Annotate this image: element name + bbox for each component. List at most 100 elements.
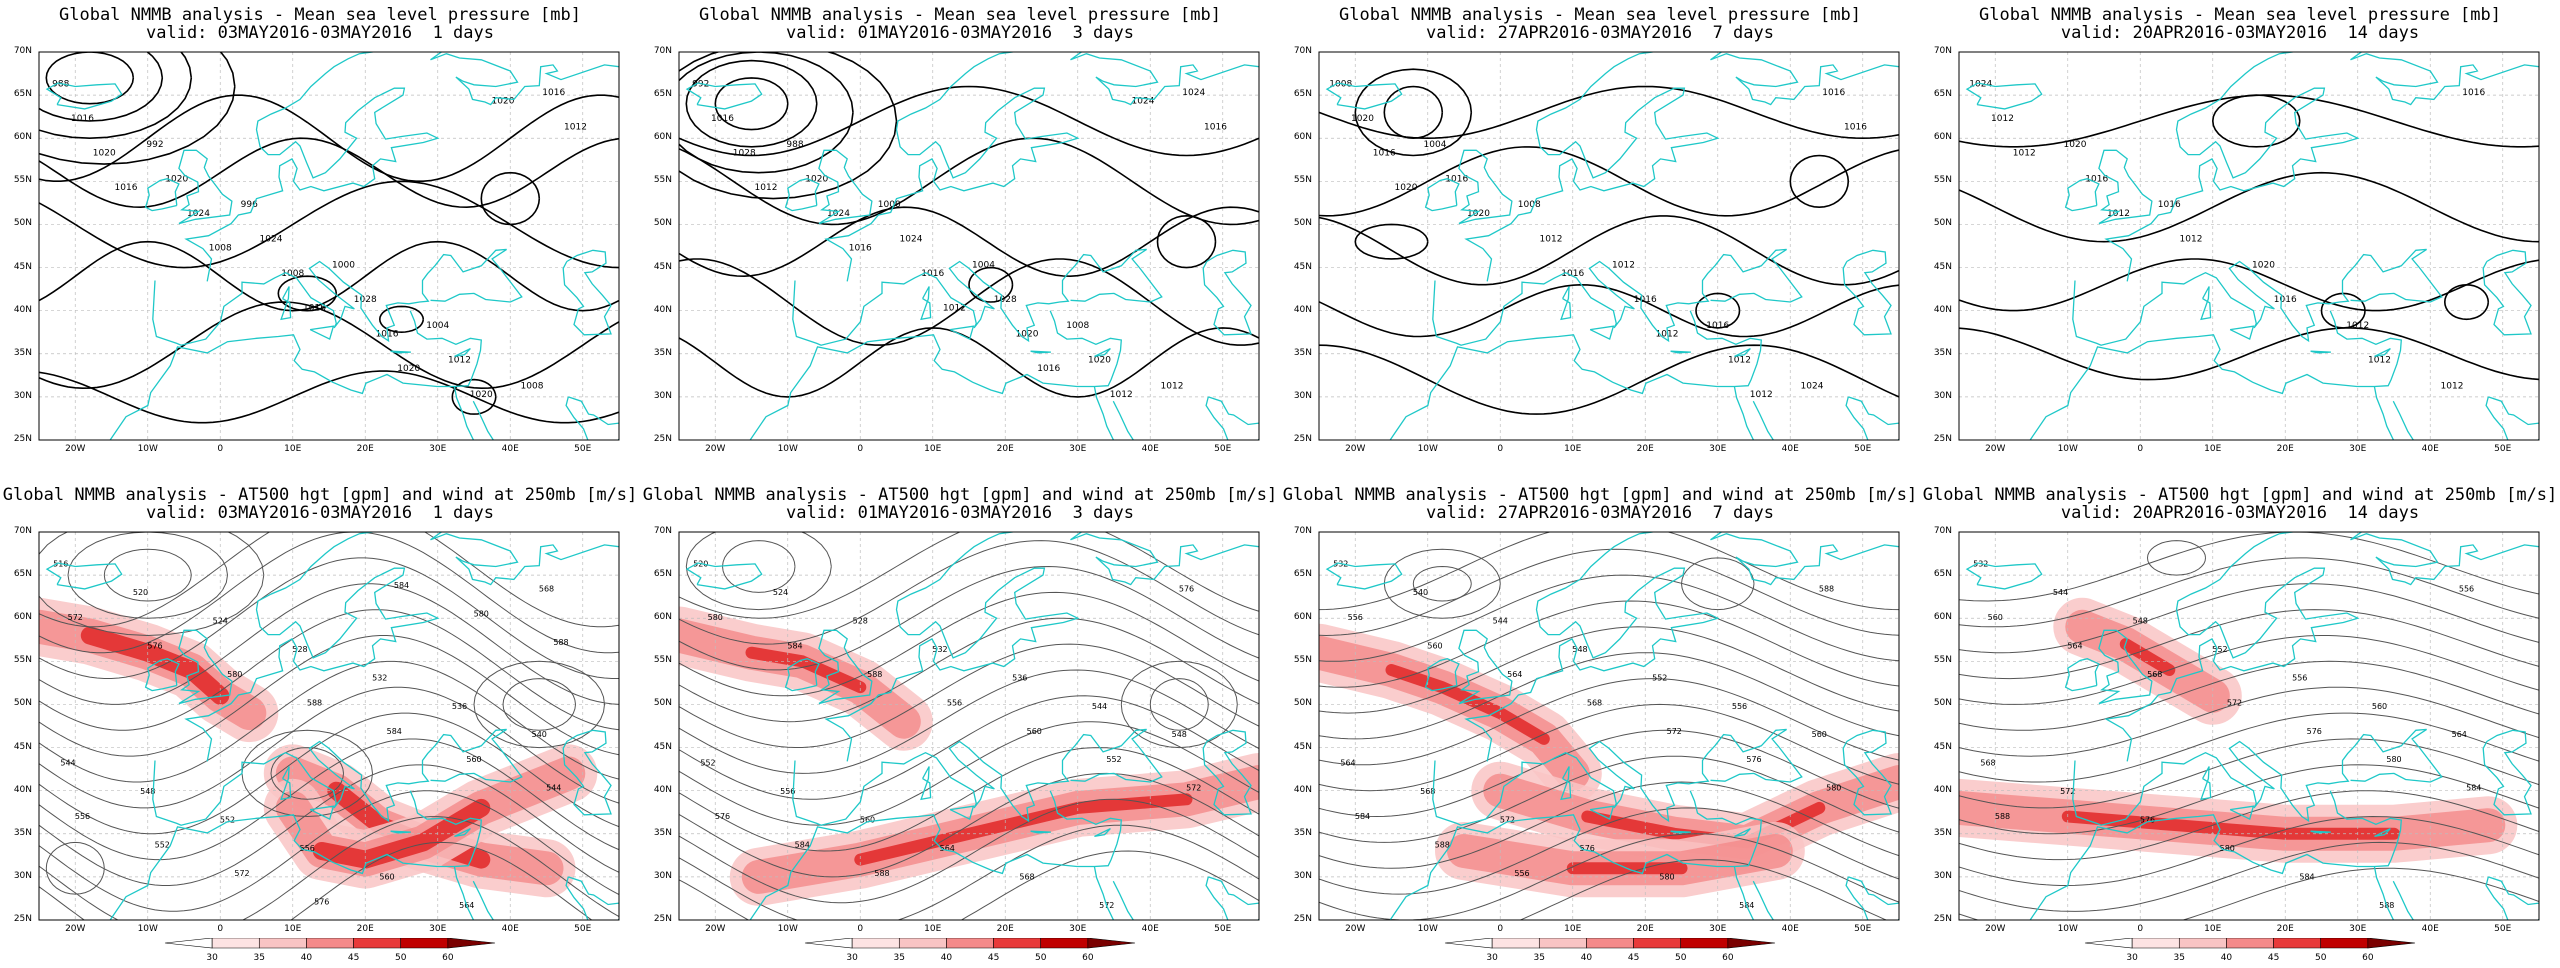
contour-label: 556 xyxy=(947,698,962,707)
lon-tick-label: 0 xyxy=(1497,924,1504,934)
map-canvas: 5325405445485525565605645685725765805845… xyxy=(1318,531,1900,921)
contour-line xyxy=(1319,678,1899,766)
coastline xyxy=(453,866,475,920)
lat-tick-label: 45N xyxy=(1293,261,1312,272)
contour-label: 572 xyxy=(1667,727,1682,736)
contour-label: 584 xyxy=(394,581,409,590)
coastline xyxy=(2485,396,2539,440)
contour-label: 1016 xyxy=(1706,321,1729,331)
contour-line xyxy=(39,764,619,886)
contour-line xyxy=(39,712,619,835)
coastlines xyxy=(685,52,1259,440)
lat-tick-label: 70N xyxy=(1933,46,1952,56)
contour-label: 1016 xyxy=(542,88,565,98)
contour-line xyxy=(451,378,497,415)
contour-line xyxy=(39,301,619,390)
colorbar-segment xyxy=(353,938,402,949)
lat-tick-label: 70N xyxy=(1933,526,1952,536)
contour-line xyxy=(39,52,164,122)
colorbar-segment xyxy=(447,938,496,949)
colorbar-segment xyxy=(1491,938,1540,949)
lat-tick-label: 40N xyxy=(13,784,32,795)
coastline xyxy=(2029,790,2402,920)
contour-line xyxy=(679,669,1259,774)
contour-label: 568 xyxy=(1980,759,1995,768)
contour-label: 576 xyxy=(2140,816,2155,825)
contour-label: 1012 xyxy=(1540,235,1563,245)
map-canvas: 1008 1004 1008 1012 1016 1024 1020 1016 1012 1016… xyxy=(1318,51,1900,441)
coastline xyxy=(685,562,763,590)
map-canvas: 992 988 1000 1004 1008 1012 1016 1020 1024 1028 10… xyxy=(678,51,1260,441)
contour-label: 580 xyxy=(1826,784,1841,793)
lat-tick-label: 25N xyxy=(653,434,672,444)
lat-tick-label: 40N xyxy=(1933,784,1952,795)
lon-tick-label: 10E xyxy=(284,444,302,454)
lat-tick-label: 25N xyxy=(13,914,32,924)
contour-label: 564 xyxy=(1340,759,1355,768)
colorbar-segment xyxy=(1538,938,1587,949)
contour-line xyxy=(1789,154,1850,209)
contour-label: 580 xyxy=(2220,844,2235,853)
contour-line xyxy=(39,532,619,654)
panel-at500-7day: Global NMMB analysis - AT500 hgt [gpm] a… xyxy=(1280,480,1920,963)
coastline xyxy=(1030,350,1051,354)
coastline xyxy=(1464,532,1899,762)
lat-tick-label: 55N xyxy=(13,175,32,186)
lat-tick-label: 25N xyxy=(1293,434,1312,444)
map-canvas: 5325445485525565605645685725765805845885… xyxy=(1958,531,2540,921)
coastline xyxy=(1205,396,1259,440)
contour-label: 1024 xyxy=(260,235,283,245)
contour-label: 536 xyxy=(452,702,467,711)
coastline xyxy=(1752,400,1775,440)
lat-tick-label: 50N xyxy=(13,698,32,709)
contour-label: 1016 xyxy=(1373,148,1396,158)
panel-mslp-7day: Global NMMB analysis - Mean sea level pr… xyxy=(1280,0,1920,454)
coastlines xyxy=(1325,52,1899,440)
contour-label: 588 xyxy=(1435,841,1450,850)
jet-core xyxy=(312,798,491,869)
contour-label: 568 xyxy=(1587,698,1602,707)
coastline xyxy=(453,386,475,440)
lon-tick-label: 10W xyxy=(1417,924,1438,934)
contour-label: 572 xyxy=(234,869,249,878)
lon-tick-label: 20E xyxy=(356,924,374,934)
colorbar-segment xyxy=(1680,938,1729,949)
contour-line xyxy=(39,180,619,269)
panel-at500-3day: Global NMMB analysis - AT500 hgt [gpm] a… xyxy=(640,480,1280,963)
lat-tick-label: 30N xyxy=(13,390,32,401)
contour-label: 548 xyxy=(1172,730,1187,739)
coastline xyxy=(749,310,1122,440)
contour-line xyxy=(1959,609,2539,680)
lat-tick-label: 70N xyxy=(13,526,32,536)
contour-label: 1020 xyxy=(2252,261,2275,271)
colorbar-tick: 35 xyxy=(1534,953,1545,963)
contour-line xyxy=(679,747,1259,852)
contour-label: 988 xyxy=(52,79,69,89)
contour-label: 564 xyxy=(2452,730,2467,739)
lat-tick-label: 45N xyxy=(13,741,32,752)
colorbar-segment xyxy=(1633,938,1682,949)
lat-tick-label: 60N xyxy=(13,612,32,623)
contour-label: 1012 xyxy=(448,355,471,365)
coastline xyxy=(1845,396,1899,440)
lat-tick-label: 40N xyxy=(1293,784,1312,795)
lon-tick-label: 30E xyxy=(1069,444,1087,454)
contour-label: 552 xyxy=(1652,673,1667,682)
lon-tick-label: 20W xyxy=(1345,924,1366,934)
lat-tick-label: 65N xyxy=(1933,569,1952,580)
lat-tick-label: 60N xyxy=(653,132,672,143)
contour-label: 1024 xyxy=(1182,88,1205,98)
contour-label: 1020 xyxy=(2064,140,2087,150)
map-frame xyxy=(1958,51,2540,441)
contour-label: 572 xyxy=(68,613,83,622)
lon-tick-label: 20E xyxy=(1636,444,1654,454)
contour-line xyxy=(685,532,832,611)
contours: 1024 1020 1016 1020 1012 1012 1012 1016 1012 1016… xyxy=(1959,79,2539,391)
panel-valid: valid: 03MAY2016-03MAY2016 1 days xyxy=(146,503,494,523)
contour-label: 544 xyxy=(1092,702,1107,711)
colorbar-segment xyxy=(2131,938,2180,949)
contour-line xyxy=(39,94,619,182)
lat-tick-label: 65N xyxy=(653,569,672,580)
coastline xyxy=(1842,729,1892,816)
map-canvas: 1024 1020 1016 1020 1012 1012 1012 1016 1012 1016… xyxy=(1958,51,2540,441)
